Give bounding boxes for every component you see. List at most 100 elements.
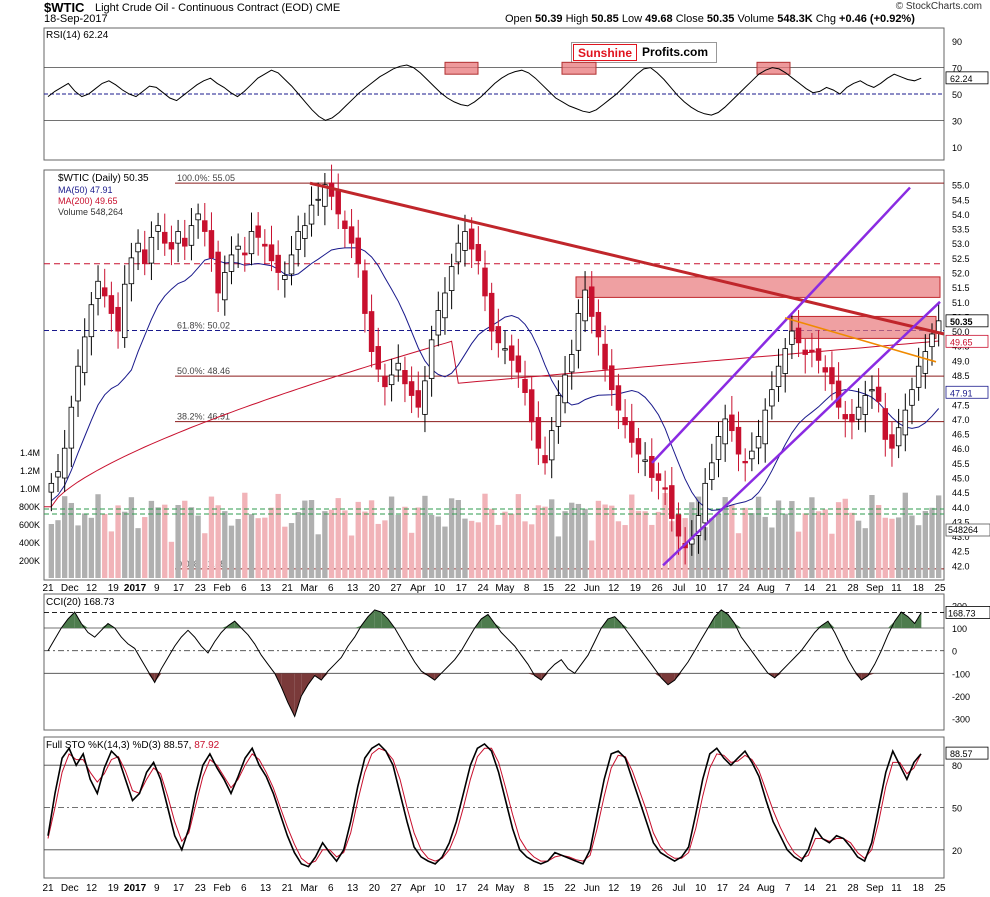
cci-tick-label: 100 (952, 624, 967, 634)
bottom-x-tick-label: Sep (866, 883, 884, 894)
candle-body (835, 380, 842, 408)
candle-body (75, 365, 81, 402)
cci-negative-fill (148, 673, 155, 683)
volume-bar (502, 511, 508, 578)
high-value: 50.85 (591, 13, 619, 25)
volume-bar (495, 524, 502, 578)
volume-bar (889, 518, 895, 578)
bottom-x-tick-label: 17 (173, 883, 185, 894)
exchange-text: CME (315, 2, 341, 14)
price-x-tick-label: Aug (757, 583, 775, 594)
volume-bar (762, 516, 768, 578)
bottom-x-tick-label: 17 (717, 883, 729, 894)
price-x-tick-label: 10 (695, 583, 707, 594)
price-title: $WTIC (Daily) 50.35 (58, 173, 149, 184)
price-tick-label: 53.0 (952, 239, 970, 249)
price-tick-label: 46.0 (952, 444, 970, 454)
price-x-tick-label: 8 (524, 583, 530, 594)
volume-bar (809, 497, 815, 578)
volume-bar (348, 535, 355, 578)
candle-body (702, 482, 708, 524)
volume-bar (595, 500, 602, 578)
logo-part-profits: Profits.com (642, 45, 709, 59)
chart-symbol: $WTIC (44, 0, 85, 15)
candle-body (348, 226, 355, 244)
volume-bar (622, 525, 628, 578)
candle-body (695, 515, 702, 536)
sto-d-line (47, 747, 922, 865)
volume-bar (655, 511, 662, 578)
price-x-tick-label: Jun (584, 583, 600, 594)
candle-body (208, 230, 215, 259)
candle-body (355, 237, 361, 265)
cci-positive-fill (721, 609, 728, 628)
volume-bar (128, 497, 135, 578)
resistance-zone-upper (575, 276, 941, 298)
candle-body (482, 267, 488, 297)
volume-bar (849, 512, 855, 578)
rsi-tick-label: 70 (952, 64, 962, 74)
sto-k-line (47, 742, 922, 868)
close-label: Close (675, 13, 704, 25)
price-tick-label: 46.5 (952, 430, 970, 440)
candle-body (121, 283, 128, 339)
cci-positive-fill (494, 623, 502, 628)
volume-bar (82, 513, 88, 578)
price-tick-label: 44.0 (952, 503, 970, 513)
rsi-overbought-box (444, 61, 479, 75)
candle-body (168, 242, 175, 250)
logo-part-sunshine: Sunshine (573, 44, 638, 61)
candle-body (422, 380, 428, 415)
volume-bar (335, 498, 341, 578)
candle-body (642, 459, 648, 462)
volume-bar (135, 528, 141, 578)
price-x-tick-label: 21 (42, 583, 54, 594)
volume-bar (642, 511, 648, 578)
candle-body (802, 349, 808, 355)
price-marker-box (945, 334, 989, 348)
volume-bar (375, 523, 381, 578)
candle-body (935, 320, 942, 333)
price-marker-box (945, 314, 989, 328)
candle-body (128, 257, 135, 285)
candle-body (609, 365, 615, 391)
candle-body (909, 389, 915, 406)
volume-bar (355, 501, 361, 578)
cci-negative-fill (301, 673, 308, 696)
cci-tick-label: -100 (952, 669, 970, 679)
candle-body (342, 220, 348, 229)
candle-body (95, 280, 101, 299)
bottom-x-tick-label: 12 (86, 883, 98, 894)
bottom-x-tick-label: 21 (42, 883, 54, 894)
candle-body (382, 375, 388, 388)
bottom-x-tick-label: 11 (891, 883, 902, 894)
candle-body (882, 408, 889, 440)
price-x-tick-label: 15 (543, 583, 555, 594)
volume-bar (535, 505, 542, 578)
candle-body (188, 225, 195, 246)
volume-bar (662, 493, 668, 578)
cci-positive-fill (68, 612, 75, 628)
candle-body (709, 462, 715, 480)
rsi-line (47, 64, 922, 121)
candle-body (722, 418, 728, 445)
volume-bar (869, 495, 875, 578)
volume-tick-label: 200K (19, 556, 40, 566)
candle-body (142, 249, 148, 265)
price-x-tick-label: 18 (913, 583, 925, 594)
volume-bar (702, 527, 708, 578)
volume-bar (248, 514, 255, 578)
cci-positive-fill (714, 609, 722, 628)
volume-bar (569, 502, 575, 578)
volume-bar (855, 520, 862, 578)
price-x-tick-label: 22 (565, 583, 577, 594)
volume-bar (482, 493, 488, 578)
cci-positive-fill (728, 614, 735, 628)
candle-body (635, 438, 642, 455)
volume-bar (282, 526, 288, 578)
fib-level-label: 61.8%: 50.02 (177, 320, 230, 330)
candle-body (202, 220, 208, 232)
volume-bar (722, 497, 728, 578)
candle-body (528, 389, 535, 423)
